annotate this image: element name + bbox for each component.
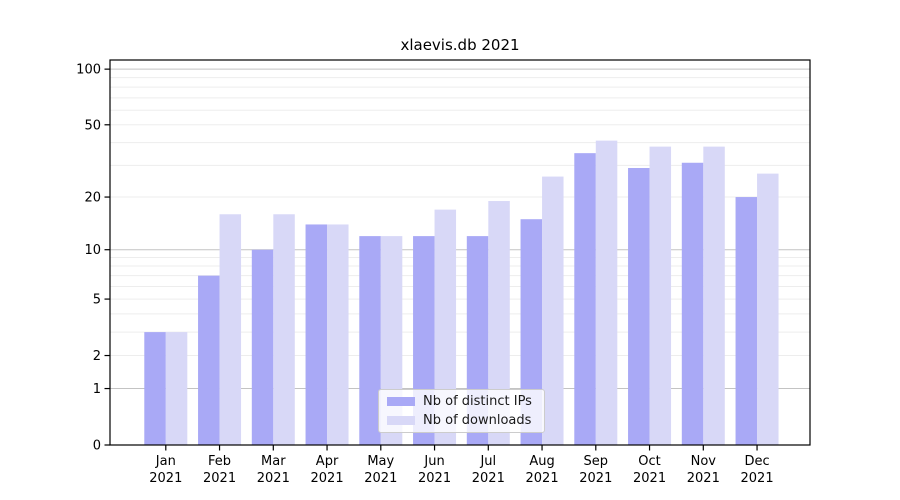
x-axis-tick-label-month: Jul bbox=[479, 454, 496, 469]
legend: Nb of distinct IPs Nb of downloads bbox=[378, 389, 545, 433]
bar-downloads bbox=[595, 140, 618, 445]
x-axis-tick-label-month: May bbox=[367, 454, 394, 469]
bar-distinct-ips bbox=[198, 275, 220, 445]
y-axis-tick-label: 10 bbox=[84, 243, 101, 258]
y-axis-tick-label: 5 bbox=[93, 293, 101, 308]
x-axis-tick-label-year: 2021 bbox=[633, 471, 666, 486]
x-axis-tick-label-year: 2021 bbox=[364, 471, 397, 486]
x-axis-tick-label-year: 2021 bbox=[203, 471, 236, 486]
legend-item-downloads: Nb of downloads bbox=[387, 413, 544, 428]
bar-downloads bbox=[327, 224, 349, 445]
x-axis-tick-label-month: Jan bbox=[155, 454, 176, 469]
bar-downloads bbox=[757, 173, 779, 445]
bar-distinct-ips bbox=[520, 219, 543, 445]
y-axis-tick-label: 0 bbox=[93, 439, 101, 454]
bar-distinct-ips bbox=[251, 249, 274, 445]
x-axis-tick-label-year: 2021 bbox=[472, 471, 505, 486]
bar-downloads bbox=[434, 209, 457, 445]
x-axis-tick-label-month: Dec bbox=[744, 454, 769, 469]
legend-item-distinct-ips: Nb of distinct IPs bbox=[387, 394, 544, 409]
chart-title: xlaevis.db 2021 bbox=[400, 36, 520, 54]
x-axis-tick-label-year: 2021 bbox=[257, 471, 290, 486]
x-axis-tick-label-month: Nov bbox=[691, 454, 717, 469]
bar-distinct-ips bbox=[628, 168, 650, 446]
legend-swatch-downloads bbox=[387, 416, 415, 425]
x-axis-tick-label-year: 2021 bbox=[741, 471, 774, 486]
y-axis-tick-label: 20 bbox=[84, 191, 101, 206]
y-axis-tick-label: 1 bbox=[93, 382, 101, 397]
x-axis-tick-label-month: Oct bbox=[638, 454, 660, 469]
x-axis-tick-label-year: 2021 bbox=[687, 471, 720, 486]
y-axis-tick-label: 100 bbox=[76, 63, 101, 78]
bar-distinct-ips bbox=[305, 224, 328, 445]
bar-downloads bbox=[273, 214, 295, 445]
x-axis-tick-label-year: 2021 bbox=[418, 471, 451, 486]
legend-swatch-distinct-ips bbox=[387, 397, 415, 406]
x-axis-tick-label-month: Jun bbox=[423, 454, 444, 469]
x-axis-tick-label-month: Mar bbox=[261, 454, 286, 469]
bar-downloads bbox=[542, 176, 564, 445]
bar-downloads bbox=[219, 214, 242, 445]
bar-downloads bbox=[703, 146, 725, 445]
bar-distinct-ips bbox=[735, 197, 758, 445]
x-axis-tick-label-month: Aug bbox=[529, 454, 554, 469]
x-axis-tick-label-year: 2021 bbox=[579, 471, 612, 486]
x-axis-tick-label-year: 2021 bbox=[526, 471, 559, 486]
x-axis-tick-label-month: Sep bbox=[584, 454, 609, 469]
bar-distinct-ips bbox=[144, 332, 166, 445]
bar-distinct-ips bbox=[359, 236, 381, 445]
bar-downloads bbox=[165, 332, 188, 445]
bar-distinct-ips bbox=[574, 153, 596, 446]
x-axis-tick-label-month: Feb bbox=[208, 454, 231, 469]
legend-label-downloads: Nb of downloads bbox=[423, 413, 532, 428]
bar-distinct-ips bbox=[681, 162, 704, 446]
y-axis-tick-label: 50 bbox=[84, 118, 101, 133]
x-axis-tick-label-year: 2021 bbox=[149, 471, 182, 486]
bar-downloads bbox=[649, 146, 672, 445]
x-axis-tick-label-month: Apr bbox=[316, 454, 339, 469]
legend-label-distinct-ips: Nb of distinct IPs bbox=[423, 394, 532, 409]
axis-spine bbox=[109, 59, 811, 446]
bar-downloads bbox=[488, 201, 510, 445]
y-axis-tick-label: 2 bbox=[93, 349, 101, 364]
x-axis-tick-label-year: 2021 bbox=[311, 471, 344, 486]
